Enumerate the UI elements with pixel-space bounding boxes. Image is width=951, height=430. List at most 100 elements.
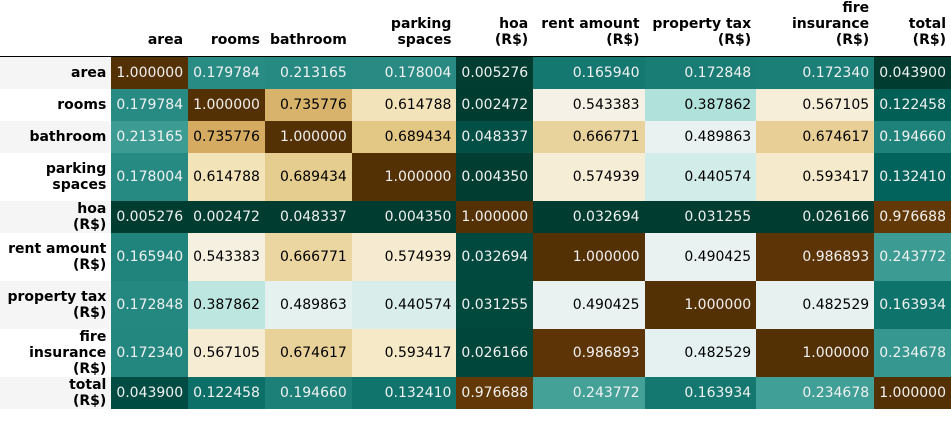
table-row: area 1.000000 0.179784 0.213165 0.178004 0.00…	[0, 56, 951, 89]
column-header-hoa-r: hoa (R$)	[456, 0, 534, 57]
heatmap-cell: 0.387862	[644, 88, 757, 121]
heatmap-cell: 0.482529	[756, 280, 875, 329]
heatmap-cell: 0.593417	[351, 328, 457, 377]
heatmap-cell: 0.574939	[351, 232, 457, 281]
row-header-hoa-r: hoa (R$)	[0, 200, 112, 233]
heatmap-cell: 1.000000	[111, 56, 189, 89]
heatmap-cell: 0.674617	[756, 120, 875, 153]
table-row: property tax (R$) 0.172848 0.387862 0.489863…	[0, 280, 951, 329]
heatmap-cell: 0.243772	[874, 232, 951, 281]
heatmap-cell: 0.735776	[188, 120, 265, 153]
heatmap-cell: 0.172848	[111, 280, 189, 329]
heatmap-cell: 0.048337	[456, 120, 534, 153]
heatmap-cell: 0.043900	[111, 376, 189, 409]
heatmap-cell: 0.666771	[533, 120, 645, 153]
row-header-parking-spaces: parking spaces	[0, 152, 112, 201]
heatmap-cell: 0.976688	[456, 376, 534, 409]
column-header-bathroom: bathroom	[264, 0, 352, 57]
heatmap-cell: 0.172340	[111, 328, 189, 377]
heatmap-cell: 0.132410	[351, 376, 457, 409]
row-header-bathroom: bathroom	[0, 120, 112, 153]
row-header-area: area	[0, 56, 112, 89]
heatmap-cell: 0.440574	[644, 152, 757, 201]
heatmap-cell: 0.489863	[644, 120, 757, 153]
column-header-area: area	[111, 0, 189, 57]
column-header-fire-insurance-r: fire insurance (R$)	[756, 0, 875, 57]
heatmap-cell: 0.004350	[351, 200, 457, 233]
heatmap-cell: 0.490425	[533, 280, 645, 329]
heatmap-cell: 1.000000	[351, 152, 457, 201]
heatmap-cell: 0.234678	[756, 376, 875, 409]
heatmap-cell: 0.440574	[351, 280, 457, 329]
column-header-row: area rooms bathroom parking spaces hoa (R$) ren…	[0, 0, 951, 57]
heatmap-cell: 0.543383	[188, 232, 265, 281]
heatmap-cell: 0.567105	[756, 88, 875, 121]
heatmap-cell: 0.194660	[874, 120, 951, 153]
heatmap-cell: 0.179784	[111, 88, 189, 121]
heatmap-cell: 0.031255	[644, 200, 757, 233]
heatmap-cell: 0.614788	[351, 88, 457, 121]
heatmap-cell: 0.165940	[533, 56, 645, 89]
heatmap-cell: 0.567105	[188, 328, 265, 377]
table-row: total (R$) 0.043900 0.122458 0.194660 0.13241…	[0, 376, 951, 409]
table-row: hoa (R$) 0.005276 0.002472 0.048337 0.004350 1…	[0, 200, 951, 233]
heatmap-cell: 0.666771	[264, 232, 352, 281]
row-header-fire-insurance-r: fire insurance (R$)	[0, 328, 112, 377]
heatmap-cell: 0.213165	[111, 120, 189, 153]
heatmap-cell: 0.026166	[456, 328, 534, 377]
correlation-heatmap-table: area rooms bathroom parking spaces hoa (R$) ren…	[0, 0, 951, 409]
heatmap-cell: 0.043900	[874, 56, 951, 89]
heatmap-cell: 0.002472	[188, 200, 265, 233]
table-row: rent amount (R$) 0.165940 0.543383 0.666771 0…	[0, 232, 951, 281]
heatmap-cell: 0.172340	[756, 56, 875, 89]
row-header-rent-amount-r: rent amount (R$)	[0, 232, 112, 281]
heatmap-cell: 0.026166	[756, 200, 875, 233]
heatmap-cell: 1.000000	[456, 200, 534, 233]
heatmap-cell: 1.000000	[756, 328, 875, 377]
column-header-rent-amount-r: rent amount (R$)	[533, 0, 645, 57]
row-header-total-r: total (R$)	[0, 376, 112, 409]
heatmap-cell: 0.614788	[188, 152, 265, 201]
table-row: parking spaces 0.178004 0.614788 0.689434 1.0…	[0, 152, 951, 201]
heatmap-cell: 0.048337	[264, 200, 352, 233]
heatmap-cell: 0.482529	[644, 328, 757, 377]
heatmap-cell: 0.489863	[264, 280, 352, 329]
row-header-property-tax-r: property tax (R$)	[0, 280, 112, 329]
heatmap-cell: 0.490425	[644, 232, 757, 281]
heatmap-cell: 1.000000	[264, 120, 352, 153]
column-header-total-r: total (R$)	[874, 0, 951, 57]
heatmap-cell: 0.165940	[111, 232, 189, 281]
heatmap-cell: 0.031255	[456, 280, 534, 329]
heatmap-cell: 1.000000	[874, 376, 951, 409]
heatmap-cell: 0.234678	[874, 328, 951, 377]
table-body: area 1.000000 0.179784 0.213165 0.178004 0.00…	[0, 56, 951, 409]
heatmap-cell: 0.122458	[188, 376, 265, 409]
heatmap-cell: 1.000000	[533, 232, 645, 281]
heatmap-cell: 0.213165	[264, 56, 352, 89]
heatmap-cell: 0.674617	[264, 328, 352, 377]
heatmap-cell: 0.593417	[756, 152, 875, 201]
heatmap-cell: 0.178004	[351, 56, 457, 89]
heatmap-cell: 0.574939	[533, 152, 645, 201]
heatmap-cell: 0.172848	[644, 56, 757, 89]
heatmap-cell: 0.689434	[264, 152, 352, 201]
column-header-parking-spaces: parking spaces	[351, 0, 457, 57]
heatmap-cell: 1.000000	[188, 88, 265, 121]
column-header-rooms: rooms	[188, 0, 265, 57]
heatmap-cell: 0.004350	[456, 152, 534, 201]
row-header-rooms: rooms	[0, 88, 112, 121]
corner-header-cell	[0, 0, 112, 57]
heatmap-cell: 1.000000	[644, 280, 757, 329]
heatmap-cell: 0.179784	[188, 56, 265, 89]
heatmap-cell: 0.986893	[533, 328, 645, 377]
heatmap-cell: 0.032694	[456, 232, 534, 281]
heatmap-cell: 0.005276	[456, 56, 534, 89]
heatmap-cell: 0.178004	[111, 152, 189, 201]
heatmap-cell: 0.689434	[351, 120, 457, 153]
heatmap-cell: 0.543383	[533, 88, 645, 121]
table-row: bathroom 0.213165 0.735776 1.000000 0.689434…	[0, 120, 951, 153]
column-header-property-tax-r: property tax (R$)	[644, 0, 757, 57]
heatmap-cell: 0.002472	[456, 88, 534, 121]
heatmap-cell: 0.243772	[533, 376, 645, 409]
